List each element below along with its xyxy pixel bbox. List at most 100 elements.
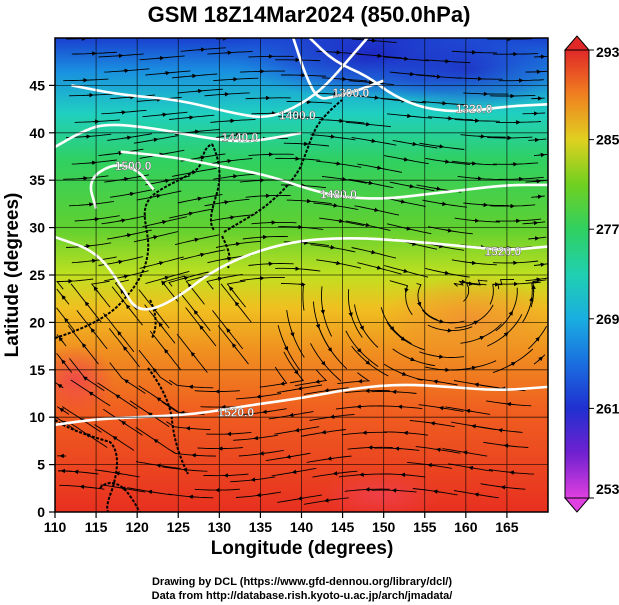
streamline-arrow: [474, 492, 481, 497]
height-contour-line: [292, 38, 385, 100]
streamline-arrow: [116, 150, 124, 156]
x-tick-label: 120: [125, 519, 149, 535]
height-contour-label: 1440.0: [222, 131, 259, 145]
streamline-arrow: [82, 376, 89, 381]
streamline-arrow: [348, 309, 353, 318]
streamline-arrow: [192, 237, 200, 243]
coast-indochina: [55, 419, 118, 512]
colorbar-tick-label: 285: [596, 132, 619, 148]
streamline-arrow: [465, 408, 473, 414]
streamline-arrow: [529, 296, 534, 304]
coast-korea: [209, 143, 221, 231]
streamline-arrow: [509, 470, 517, 475]
streamline-arrow: [437, 144, 445, 149]
streamline-arrow: [389, 325, 395, 331]
streamline-arrow: [324, 498, 331, 503]
colorbar-tick-label: 293: [596, 44, 619, 60]
height-contour-label: 1300.0: [332, 86, 369, 100]
streamline-arrow: [471, 424, 478, 429]
colorbar-tick-label: 277: [596, 221, 619, 237]
x-tick-label: 150: [372, 519, 396, 535]
colorbar: 253 261 269 277 285 293: [563, 35, 619, 513]
streamline-arrow: [364, 359, 371, 365]
streamline-arrow: [497, 428, 505, 433]
streamline-arrow: [400, 371, 407, 376]
credit-drawing: Drawing by DCL (https://www.gfd-dennou.o…: [152, 576, 452, 588]
y-tick-label: 30: [29, 220, 45, 236]
streamline-arrow: [442, 270, 450, 276]
streamline-arrow: [331, 203, 339, 208]
streamline-arrow: [437, 319, 445, 324]
streamline-arrow: [125, 304, 131, 311]
streamline-arrow: [61, 294, 67, 301]
streamline-arrow: [84, 301, 90, 308]
streamline-arrow: [356, 347, 362, 353]
streamline-arrow: [326, 456, 334, 461]
streamline-arrow: [222, 200, 230, 205]
streamline-arrow: [435, 447, 443, 453]
height-contour-label: 1520.0: [484, 244, 521, 258]
streamline-arrow: [233, 132, 241, 138]
streamline-arrow: [534, 336, 540, 343]
streamline-arrow: [199, 325, 205, 331]
streamline-arrow: [92, 217, 100, 222]
streamline-arrow: [334, 161, 342, 166]
x-tick-label: 155: [413, 519, 437, 535]
x-axis-label: Longitude (degrees): [211, 538, 394, 559]
streamline-arrow: [163, 70, 171, 76]
streamline-arrow: [226, 327, 231, 334]
streamline-arrow: [434, 186, 442, 191]
streamline-arrow: [122, 176, 129, 182]
x-tick-label: 145: [331, 519, 355, 535]
streamline-arrow: [279, 381, 287, 386]
colorbar-top-arrow: [563, 35, 591, 51]
streamline-arrow: [253, 435, 261, 441]
streamline-arrow: [374, 265, 382, 270]
y-axis-label: Latitude (degrees): [2, 193, 23, 358]
streamline-arrow: [321, 429, 328, 435]
streamline-arrow: [250, 477, 258, 482]
streamline-arrow: [122, 274, 129, 279]
streamline-arrow: [503, 443, 511, 448]
streamline-arrow: [314, 379, 322, 384]
streamline-arrow: [320, 359, 326, 366]
streamline-arrow: [58, 336, 64, 343]
streamline-arrow: [359, 323, 364, 331]
streamline-arrow: [440, 201, 447, 206]
coastlines: [55, 99, 343, 512]
streamline-arrow: [320, 307, 325, 315]
x-tick-label: 130: [208, 519, 232, 535]
streamline-arrow: [503, 332, 509, 337]
streamline-arrow: [508, 310, 513, 318]
streamline-arrow: [468, 465, 476, 471]
streamline-arrow: [147, 489, 155, 495]
x-tick-label: 135: [249, 519, 273, 535]
x-tick-label: 125: [167, 519, 191, 535]
streamline-arrow: [119, 218, 127, 223]
height-contours: 1300.0 1320.0 1400.0 1440.0 1480.0 1500.0 1520…: [55, 38, 548, 427]
streamline-arrow: [160, 220, 167, 225]
streamline-arrow: [538, 262, 546, 267]
streamline-arrow: [61, 359, 67, 366]
streamline-arrow: [283, 344, 289, 352]
streamline-arrow: [410, 241, 417, 246]
x-tick-label: 140: [290, 519, 314, 535]
y-tick-label: 5: [37, 457, 45, 473]
height-contour-line: [89, 163, 155, 210]
height-contour-line: [55, 235, 548, 311]
streamline-arrow: [290, 330, 295, 338]
height-contour-line: [55, 383, 548, 427]
streamline-arrow: [408, 356, 416, 362]
streamline-arrow: [115, 394, 122, 399]
streamline-arrow: [162, 275, 170, 281]
streamline-arrow: [437, 243, 444, 249]
streamline-arrow: [120, 486, 128, 491]
streamline-arrow: [163, 178, 170, 184]
streamlines: [55, 38, 548, 505]
streamline-arrow: [407, 183, 415, 189]
streamline-arrow: [153, 439, 160, 444]
streamline-arrow: [404, 226, 412, 231]
x-axis: 110 115 120 125 130 135 140 145 150 155 160 165: [44, 512, 519, 535]
y-tick-label: 0: [37, 504, 45, 520]
